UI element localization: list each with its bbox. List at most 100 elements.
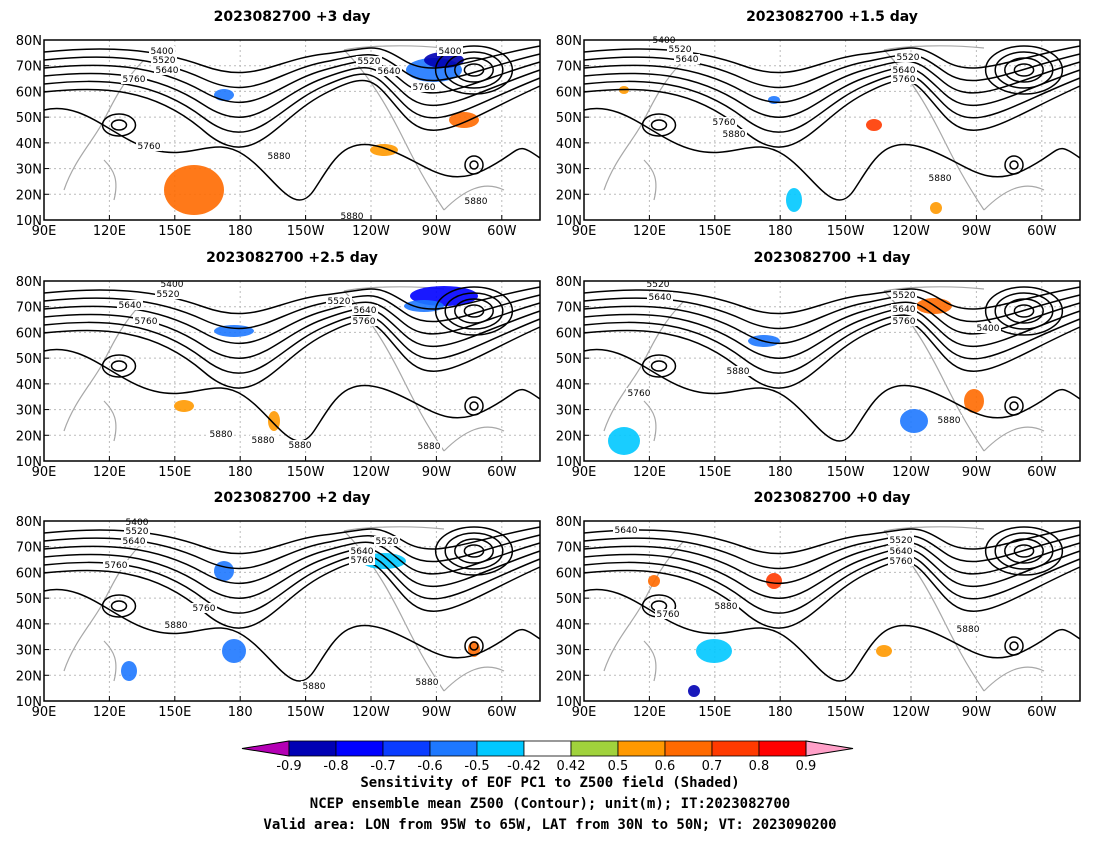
closed-contour (641, 113, 677, 137)
coastline (343, 45, 445, 51)
lat-tick-label: 70N (16, 301, 42, 316)
lon-tick-label: 60W (1027, 465, 1057, 480)
closed-contour (1013, 544, 1035, 558)
contour-label: 5880 (418, 442, 441, 452)
lon-tick-label: 60W (487, 224, 517, 239)
lon-tick-label: 180 (768, 705, 793, 720)
map-background (584, 40, 1080, 220)
map-frame (43, 280, 541, 462)
lat-tick-label: 10N (16, 695, 42, 710)
lon-tick-label: 120W (352, 465, 390, 480)
contour-label: 5760 (657, 610, 680, 620)
colorbar-tick-label: -0.9 (276, 759, 301, 774)
lon-tick-label: 150W (827, 705, 865, 720)
coastline (343, 526, 445, 532)
lat-tick-label: 80N (556, 275, 582, 290)
contour-label-bg (888, 535, 914, 545)
contour-label: 5880 (416, 678, 439, 688)
lat-tick-label: 10N (16, 214, 42, 229)
contour-label: 5520 (358, 57, 381, 67)
closed-contour (454, 298, 494, 324)
contour-label: 5760 (893, 317, 916, 327)
contour-label-bg (613, 525, 639, 535)
lat-tick-label: 20N (556, 429, 582, 444)
contour-label-bg (163, 620, 189, 630)
lat-tick-label: 20N (556, 188, 582, 203)
map-panel-4: 2023082700 +1 day 5520 5640 5520 5640 5760 540… (556, 250, 1081, 480)
sensitivity-shading (214, 561, 234, 581)
closed-contour (463, 544, 485, 558)
lon-tick-label: 90E (32, 705, 57, 720)
lon-tick-label: 120W (352, 224, 390, 239)
isohypse-line (583, 73, 1081, 133)
coastline (103, 159, 117, 201)
map-panel-5: 2023082700 +2 day54005520564057605640576… (16, 490, 541, 720)
contour-label-bg (266, 151, 292, 161)
colorbar-swatch (335, 740, 384, 757)
closed-contour (434, 286, 514, 336)
closed-contour (984, 45, 1064, 95)
map-frame (583, 39, 1081, 221)
contour-label-bg (155, 289, 181, 299)
lon-tick-label: 150E (158, 465, 191, 480)
lat-tick-label: 30N (556, 644, 582, 659)
lon-tick-label: 150E (158, 224, 191, 239)
isohypse-line (43, 73, 541, 133)
closed-contour (1004, 298, 1044, 324)
contour-label-bg (349, 546, 375, 556)
lat-tick-label: 40N (16, 618, 42, 633)
contour-label-bg (891, 316, 917, 326)
closed-contour (454, 57, 494, 83)
lat-tick-label: 10N (556, 214, 582, 229)
contour-label: 5640 (351, 547, 374, 557)
panel-title: 2023082700 +3 day (214, 9, 371, 25)
lon-tick-label: 120W (892, 705, 930, 720)
contour-label: 5520 (126, 527, 149, 537)
contour-label: 5880 (723, 130, 746, 140)
caption-line-3: Valid area: LON from 95W to 65W, LAT fro… (263, 817, 837, 833)
contour-label: 5880 (165, 621, 188, 631)
lat-tick-label: 80N (556, 515, 582, 530)
lon-tick-label: 180 (768, 224, 793, 239)
sensitivity-shading (214, 89, 234, 101)
colorbar-tick-label: 0.5 (608, 759, 629, 774)
contour-label-bg (888, 546, 914, 556)
contour-label-bg (891, 304, 917, 314)
map-panel-3: 2023082700 +2.5 day540055205640576055205… (16, 250, 541, 480)
closed-contour (101, 113, 137, 137)
lon-tick-label: 150E (698, 465, 731, 480)
lat-tick-label: 80N (16, 34, 42, 49)
lat-tick-label: 40N (16, 378, 42, 393)
sensitivity-shading (930, 202, 942, 214)
contour-label-bg (927, 173, 953, 183)
colorbar-tick-label: -0.8 (323, 759, 348, 774)
contour-label-bg (647, 292, 673, 302)
contour-label-bg (626, 388, 652, 398)
lat-tick-label: 10N (556, 455, 582, 470)
contour-label: 5760 (713, 118, 736, 128)
contour-label: 5520 (157, 290, 180, 300)
lon-tick-label: 120E (93, 224, 126, 239)
contour-label-bg (124, 526, 150, 536)
lat-tick-label: 20N (16, 669, 42, 684)
contour-label: 5760 (413, 83, 436, 93)
closed-contour (1009, 641, 1019, 651)
contour-label-bg (208, 429, 234, 439)
caption-line-1: Sensitivity of EOF PC1 to Z500 field (Sh… (360, 775, 740, 791)
closed-contour (1004, 538, 1044, 564)
isohypse-line (43, 60, 541, 103)
lat-tick-label: 60N (16, 566, 42, 581)
map-frame (583, 520, 1081, 702)
map-panel-6: 2023082700 +0 day56405520564057605760588… (556, 490, 1081, 720)
coastline (983, 666, 1045, 692)
coastline (883, 286, 985, 292)
lon-tick-label: 90E (32, 465, 57, 480)
closed-contour (1009, 401, 1019, 411)
contour-label: 5760 (105, 561, 128, 571)
contour-label: 5760 (893, 75, 916, 85)
contour-label-bg (975, 323, 1001, 333)
sensitivity-shading (164, 165, 224, 215)
lon-tick-label: 90W (422, 465, 452, 480)
closed-contour (434, 526, 514, 576)
lon-tick-label: 90E (32, 224, 57, 239)
